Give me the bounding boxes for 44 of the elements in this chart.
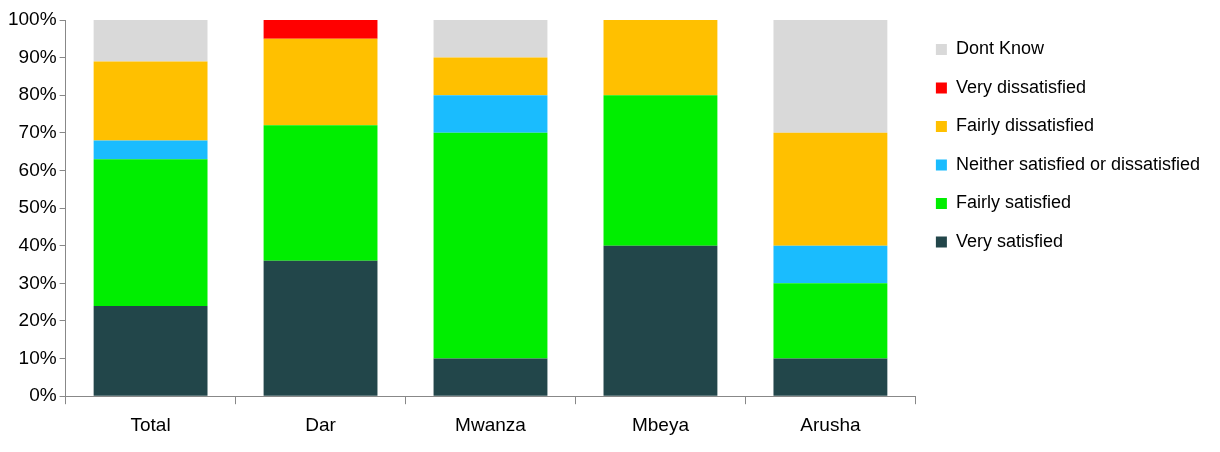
y-tick-label: 40% <box>18 233 57 255</box>
bar <box>603 95 718 246</box>
bar <box>773 20 888 133</box>
bar <box>773 245 888 284</box>
legend-label: Very satisfied <box>955 230 1063 251</box>
x-tick-label: Mbeya <box>631 413 690 435</box>
y-tick-label: 60% <box>18 158 57 180</box>
y-tick-label: 100% <box>7 8 57 30</box>
bar <box>93 305 208 396</box>
y-tick-label: 20% <box>18 309 57 331</box>
y-tick-label: 10% <box>18 346 57 368</box>
y-tick-label: 30% <box>18 271 57 293</box>
bar <box>263 38 378 126</box>
bar <box>93 20 208 62</box>
bar <box>433 358 548 396</box>
bar <box>263 125 378 261</box>
bar <box>263 260 378 396</box>
bar <box>433 132 548 359</box>
legend-label: Fairly satisfied <box>955 192 1071 213</box>
y-tick-label: 70% <box>18 121 57 143</box>
y-tick-label: 50% <box>18 196 57 218</box>
bar <box>93 159 208 306</box>
bar <box>93 61 208 141</box>
bar <box>603 245 718 396</box>
bar <box>773 283 888 359</box>
bar <box>93 140 208 160</box>
x-tick-label: Dar <box>305 413 337 435</box>
x-tick-label: Mwanza <box>455 413 527 435</box>
bar <box>603 20 718 96</box>
y-tick-label: 90% <box>18 45 57 67</box>
legend-label: Fairly dissatisfied <box>955 115 1094 136</box>
legend-label: Dont Know <box>955 38 1045 59</box>
bar <box>773 132 888 246</box>
y-tick-label: 80% <box>18 83 57 105</box>
bar <box>433 20 548 58</box>
bar <box>433 57 548 96</box>
legend-label: Neither satisfied or dissatisfied <box>955 153 1200 174</box>
bar <box>263 20 378 39</box>
x-tick-label: Arusha <box>800 413 861 435</box>
bar <box>773 358 888 396</box>
x-tick-label: Total <box>130 413 171 435</box>
legend-label: Very dissatisfied <box>955 76 1086 97</box>
bar <box>433 95 548 133</box>
y-tick-label: 0% <box>29 384 57 406</box>
